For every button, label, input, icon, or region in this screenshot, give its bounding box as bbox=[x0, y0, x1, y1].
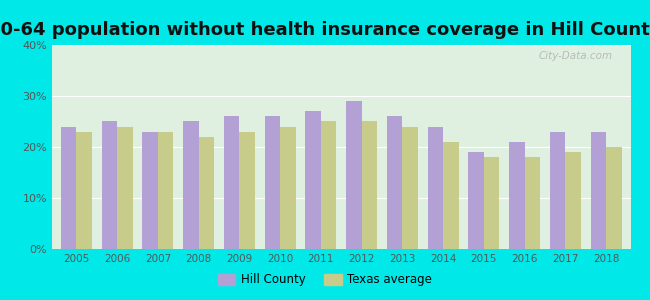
Bar bbox=[321, 122, 336, 249]
Legend: Hill County, Texas average: Hill County, Texas average bbox=[213, 269, 437, 291]
Bar bbox=[265, 116, 280, 249]
Bar bbox=[402, 127, 418, 249]
Bar bbox=[61, 127, 77, 249]
Bar bbox=[443, 142, 459, 249]
Bar bbox=[591, 132, 606, 249]
Bar bbox=[306, 111, 321, 249]
Bar bbox=[484, 157, 499, 249]
Bar bbox=[158, 132, 174, 249]
Bar bbox=[550, 132, 566, 249]
Bar bbox=[77, 132, 92, 249]
Bar bbox=[606, 147, 621, 249]
Bar bbox=[469, 152, 484, 249]
Bar bbox=[199, 137, 214, 249]
Bar bbox=[387, 116, 402, 249]
Bar bbox=[566, 152, 581, 249]
Text: City-Data.com: City-Data.com bbox=[539, 51, 613, 61]
Bar bbox=[346, 101, 361, 249]
Bar bbox=[224, 116, 239, 249]
Bar bbox=[183, 122, 199, 249]
Bar bbox=[142, 132, 158, 249]
Bar bbox=[280, 127, 296, 249]
Bar bbox=[117, 127, 133, 249]
Bar bbox=[525, 157, 540, 249]
Text: 40-64 population without health insurance coverage in Hill County: 40-64 population without health insuranc… bbox=[0, 21, 650, 39]
Bar bbox=[101, 122, 117, 249]
Bar bbox=[509, 142, 525, 249]
Bar bbox=[428, 127, 443, 249]
Bar bbox=[239, 132, 255, 249]
Bar bbox=[361, 122, 377, 249]
